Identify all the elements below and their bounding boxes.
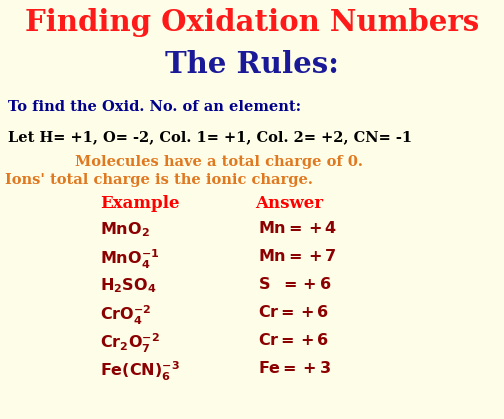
Text: Ions' total charge is the ionic charge.: Ions' total charge is the ionic charge. (5, 173, 313, 187)
Text: The Rules:: The Rules: (165, 50, 339, 79)
Text: $\mathbf{MnO_4^{-1}}$: $\mathbf{MnO_4^{-1}}$ (100, 248, 159, 271)
Text: $\mathbf{CrO_4^{-2}}$: $\mathbf{CrO_4^{-2}}$ (100, 304, 152, 327)
Text: Answer: Answer (255, 195, 323, 212)
Text: Example: Example (100, 195, 179, 212)
Text: $\mathbf{Mn = +4}$: $\mathbf{Mn = +4}$ (258, 220, 337, 237)
Text: Finding Oxidation Numbers: Finding Oxidation Numbers (25, 8, 479, 37)
Text: $\mathbf{Cr = +6}$: $\mathbf{Cr = +6}$ (258, 304, 329, 321)
Text: $\mathbf{Fe = +3}$: $\mathbf{Fe = +3}$ (258, 360, 331, 377)
Text: $\mathbf{Mn = +7}$: $\mathbf{Mn = +7}$ (258, 248, 337, 265)
Text: Let H= +1, O= -2, Col. 1= +1, Col. 2= +2, CN= -1: Let H= +1, O= -2, Col. 1= +1, Col. 2= +2… (8, 130, 412, 144)
Text: $\mathbf{S\ \ = +6}$: $\mathbf{S\ \ = +6}$ (258, 276, 332, 293)
Text: $\mathbf{H_2SO_4}$: $\mathbf{H_2SO_4}$ (100, 276, 156, 295)
Text: To find the Oxid. No. of an element:: To find the Oxid. No. of an element: (8, 100, 301, 114)
Text: $\mathbf{Fe(CN)_6^{-3}}$: $\mathbf{Fe(CN)_6^{-3}}$ (100, 360, 180, 383)
Text: $\mathbf{Cr = +6}$: $\mathbf{Cr = +6}$ (258, 332, 329, 349)
Text: $\mathbf{Cr_2O_7^{-2}}$: $\mathbf{Cr_2O_7^{-2}}$ (100, 332, 160, 355)
Text: $\mathbf{MnO_2}$: $\mathbf{MnO_2}$ (100, 220, 150, 239)
Text: Molecules have a total charge of 0.: Molecules have a total charge of 0. (75, 155, 363, 169)
